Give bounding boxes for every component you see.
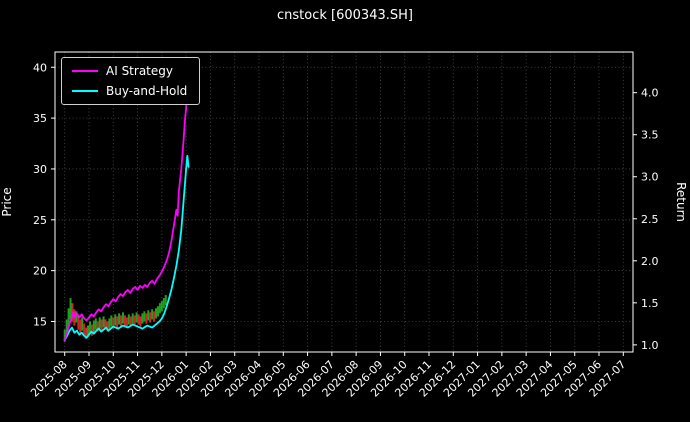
y-left-tick-label: 35 [33,112,47,125]
y-right-tick-label: 3.5 [641,129,659,142]
buy-and-hold-line [63,154,190,341]
y-right-tick-label: 2.0 [641,255,659,268]
y-axis-label-return: Return [674,182,688,222]
ai-strategy-line [63,94,189,341]
chart-title: cnstock [600343.SH] [277,8,413,23]
ai-strategy-line-swatch [72,70,98,72]
y-right-tick-label: 4.0 [641,87,659,100]
y-right-tick-label: 3.0 [641,171,659,184]
plot-frame [54,51,634,353]
legend-label-ai-strategy: AI Strategy [106,64,173,78]
buy-and-hold-line-swatch [72,90,98,92]
y-right-tick-label: 2.5 [641,213,659,226]
y-left-tick-label: 40 [33,61,47,74]
y-left-tick-label: 20 [33,265,47,278]
y-axis-label-price: Price [0,187,14,217]
legend-label-buy-and-hold: Buy-and-Hold [106,84,188,98]
y-left-tick-label: 30 [33,163,47,176]
legend-item-buy-and-hold: Buy-and-Hold [72,84,187,98]
legend-item-ai-strategy: AI Strategy [72,64,187,78]
legend: AI Strategy Buy-and-Hold [61,57,201,105]
y-left-tick-label: 15 [33,315,47,328]
y-left-tick-label: 25 [33,214,47,227]
y-right-tick-label: 1.5 [641,297,659,310]
y-right-tick-label: 1.0 [641,339,659,352]
